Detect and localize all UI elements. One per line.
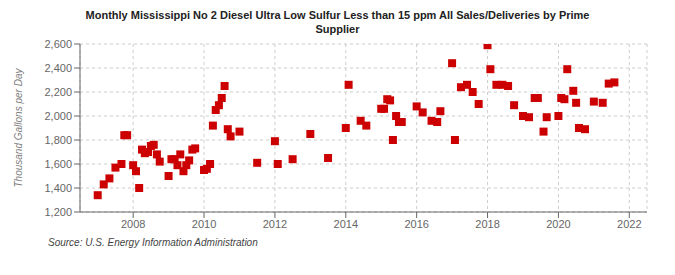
svg-text:1,400: 1,400 [44,182,72,194]
svg-text:2014: 2014 [334,218,358,230]
svg-text:2016: 2016 [404,218,428,230]
svg-text:2,200: 2,200 [44,86,72,98]
svg-text:2020: 2020 [546,218,570,230]
html-text:Monthly Mississippi No 2 Diese: Monthly Mississippi No 2 Diesel Ultra Lo… [85,9,590,21]
html-text:Supplier: Supplier [315,23,360,35]
svg-text:2010: 2010 [192,218,216,230]
svg-text:2018: 2018 [475,218,499,230]
svg-text:2022: 2022 [617,218,641,230]
html-text:Source: U.S. Energy Informatio: Source: U.S. Energy Information Administ… [48,237,258,248]
svg-text:Thousand Gallons per Day: Thousand Gallons per Day [13,68,24,188]
svg-text:1,200: 1,200 [44,206,72,218]
svg-text:2,600: 2,600 [44,38,72,50]
svg-text:1,800: 1,800 [44,134,72,146]
svg-text:2,400: 2,400 [44,62,72,74]
svg-text:2008: 2008 [121,218,145,230]
svg-text:2,000: 2,000 [44,110,72,122]
svg-text:1,600: 1,600 [44,158,72,170]
svg-text:2012: 2012 [263,218,287,230]
